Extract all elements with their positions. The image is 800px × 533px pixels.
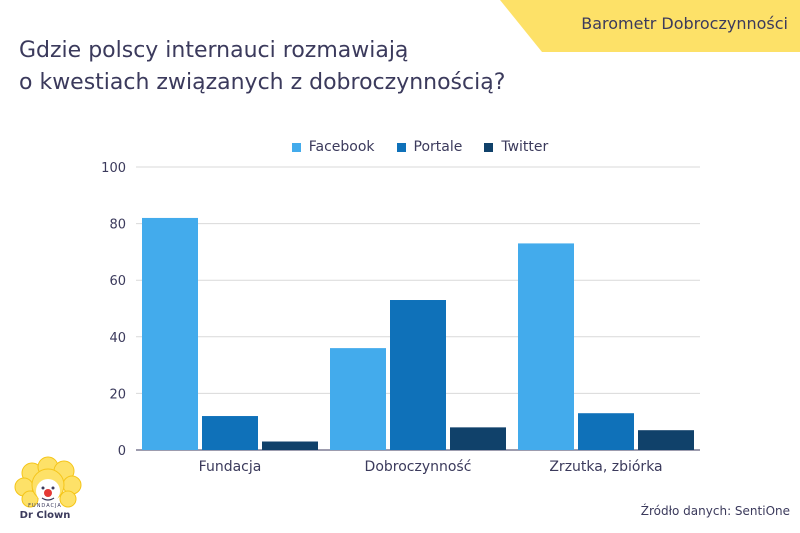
- bar-twitter-1: [450, 427, 506, 450]
- y-tick-label-80: 80: [109, 218, 126, 233]
- legend-label-twitter: Twitter: [501, 139, 549, 155]
- legend-label-facebook: Facebook: [308, 139, 375, 155]
- legend-item-portale: Portale: [396, 139, 463, 155]
- y-tick-label-0: 0: [118, 444, 126, 459]
- legend-swatch-facebook: [291, 142, 301, 152]
- bar-facebook-2: [518, 243, 574, 450]
- legend-swatch-twitter: [484, 142, 494, 152]
- x-tick-label-1: Dobroczynność: [365, 459, 472, 475]
- legend-item-facebook: Facebook: [291, 139, 375, 155]
- bar-facebook-0: [142, 217, 198, 450]
- legend-item-twitter: Twitter: [484, 139, 548, 155]
- chart-title-line-1: Gdzie polscy internauci rozmawiają: [19, 38, 409, 63]
- y-tick-label-60: 60: [109, 274, 126, 289]
- dr-clown-logo: [14, 456, 82, 508]
- header-banner: Barometr Dobroczynności: [500, 0, 800, 52]
- bar-portale-2: [578, 413, 634, 450]
- logo-small-text: FUNDACJA: [28, 503, 62, 509]
- source-note: Źródło danych: SentiOne: [640, 504, 790, 518]
- bar-twitter-2: [638, 430, 694, 450]
- bar-twitter-0: [262, 441, 318, 450]
- bar-portale-1: [390, 300, 446, 450]
- bar-portale-0: [202, 416, 258, 450]
- y-tick-label-20: 20: [109, 387, 126, 402]
- banner-title: Barometr Dobroczynności: [581, 14, 788, 33]
- logo-name: Dr Clown: [19, 510, 71, 521]
- legend-label-portale: Portale: [413, 139, 463, 155]
- y-tick-label-40: 40: [109, 331, 126, 346]
- x-tick-label-0: Fundacja: [199, 459, 262, 475]
- chart-legend: Facebook Portale Twitter: [0, 139, 800, 155]
- bar-facebook-1: [330, 348, 386, 450]
- x-tick-label-2: Zrzutka, zbiórka: [549, 459, 662, 475]
- legend-swatch-portale: [396, 142, 406, 152]
- chart-title: Gdzie polscy internauci rozmawiają o kwe…: [19, 35, 579, 99]
- y-tick-label-100: 100: [101, 161, 126, 176]
- chart-title-line-2: o kwestiach związanych z dobroczynnością…: [19, 70, 506, 95]
